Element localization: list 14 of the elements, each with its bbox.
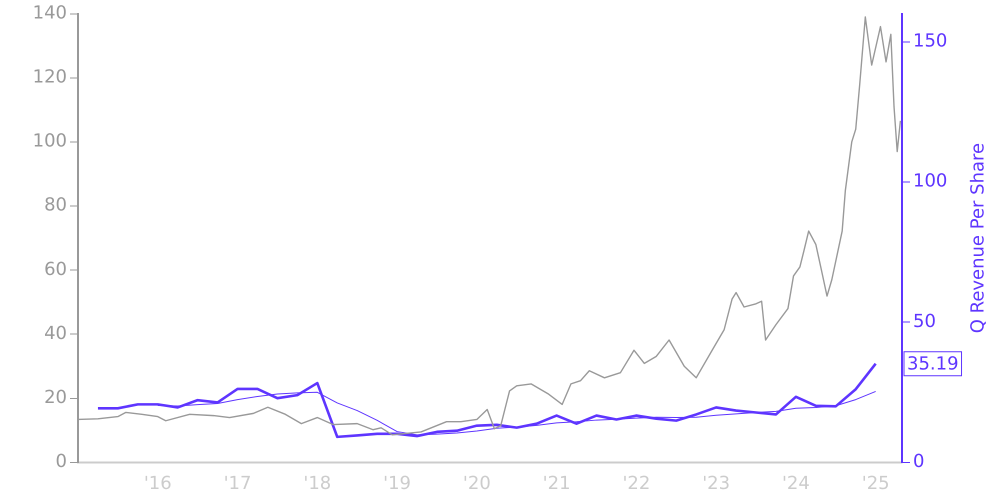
y-tick-label: 60: [44, 258, 67, 280]
y-tick-label: 40: [44, 322, 67, 344]
y2-axis-title: Q Revenue Per Share: [968, 142, 989, 334]
y-tick-label: 100: [32, 130, 67, 152]
y-tick-label: 120: [32, 66, 67, 88]
y2-tick-label: 50: [913, 310, 936, 332]
y-tick-label: 20: [44, 386, 67, 408]
y2-tick-label: 150: [913, 30, 948, 52]
y-tick-label: 80: [44, 194, 67, 216]
y2-tick-label: 0: [913, 451, 924, 472]
y2-tick-label: 100: [913, 170, 948, 192]
y-tick-label: 0: [56, 451, 67, 472]
data-label: 35.19: [907, 353, 959, 374]
y-tick-label: 140: [32, 2, 67, 24]
